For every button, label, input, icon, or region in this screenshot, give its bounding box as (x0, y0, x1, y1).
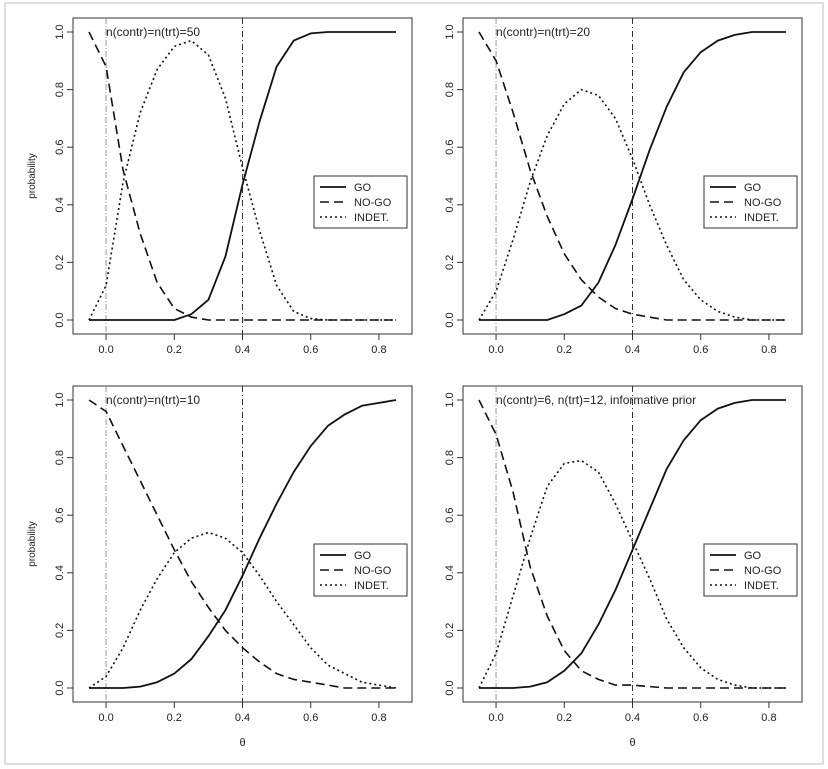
x-tick-label: 0.6 (693, 712, 708, 724)
legend-label: INDET. (354, 212, 389, 224)
legend-label: GO (354, 550, 372, 562)
legend-box (703, 175, 798, 229)
y-tick-label: 0.4 (54, 197, 66, 212)
panel-title: n(contr)=n(trt)=10 (106, 393, 200, 407)
x-tick-label: 0.2 (557, 712, 572, 724)
legend-label: NO-GO (354, 197, 392, 209)
legend-label: GO (744, 550, 762, 562)
y-tick-label: 0.0 (444, 312, 456, 327)
x-tick-label: 0.2 (167, 712, 182, 724)
series-line-go (89, 399, 397, 689)
legend-box (703, 543, 798, 597)
x-tick-label: 0.0 (488, 344, 503, 356)
legend-label: NO-GO (744, 197, 782, 209)
y-tick-label: 1.0 (444, 392, 456, 407)
y-tick-label: 0.2 (444, 255, 456, 270)
y-tick-label: 0.0 (54, 312, 66, 327)
y-tick-label: 0.0 (54, 680, 66, 695)
y-tick-label: 1.0 (444, 24, 456, 39)
x-tick-label: 0.0 (98, 344, 113, 356)
x-tick-label: 0.8 (371, 344, 386, 356)
legend-box (313, 543, 408, 597)
x-tick-label: 0.2 (167, 344, 182, 356)
panel-title: n(contr)=n(trt)=50 (106, 25, 200, 39)
y-axis-label: probability (27, 521, 38, 567)
y-tick-label: 0.6 (444, 508, 456, 523)
x-tick-label: 0.6 (303, 344, 318, 356)
x-tick-label: 0.4 (625, 712, 640, 724)
y-tick-label: 0.8 (444, 82, 456, 97)
chart-panel-3: 0.0 0.2 0.4 0.6 0.8 0.0 0.2 0.4 0.6 0.8 1.0 n(contr… (27, 385, 413, 749)
x-tick-label: 0.4 (235, 344, 250, 356)
y-tick-label: 0.6 (54, 140, 66, 155)
chart-panel-1: 0.0 0.2 0.4 0.6 0.8 0.0 0.2 0.4 0.6 0.8 1.0 n(contr… (27, 17, 413, 356)
chart-panel-4: 0.0 0.2 0.4 0.6 0.8 0.0 0.2 0.4 0.6 0.8 1.0 n(contr… (444, 385, 803, 749)
y-tick-label: 0.0 (444, 680, 456, 695)
series-line-indet (478, 459, 786, 689)
y-tick-label: 0.4 (54, 565, 66, 580)
y-tick-label: 0.2 (54, 623, 66, 638)
series-line-go (479, 399, 786, 689)
x-tick-label: 0.2 (557, 344, 572, 356)
y-tick-label: 1.0 (54, 24, 66, 39)
legend: GO NO-GO INDET. (313, 543, 408, 597)
legend-label: GO (744, 182, 762, 194)
series-line-no-go (88, 399, 396, 689)
legend-label: NO-GO (354, 565, 392, 577)
series-line-go (479, 31, 786, 321)
y-tick-label: 0.4 (444, 197, 456, 212)
chart-panel-2: 0.0 0.2 0.4 0.6 0.8 0.0 0.2 0.4 0.6 0.8 1.0 n(contr… (444, 17, 803, 356)
series-line-indet (478, 88, 786, 321)
legend-label: INDET. (744, 212, 779, 224)
legend: GO NO-GO INDET. (313, 175, 408, 229)
x-axis-label: θ (629, 737, 635, 749)
x-axis-label: θ (239, 737, 245, 749)
figure-border (4, 2, 824, 765)
legend: GO NO-GO INDET. (703, 543, 798, 597)
x-tick-label: 0.0 (98, 712, 113, 724)
x-tick-label: 0.8 (761, 344, 776, 356)
series-line-go (89, 31, 396, 321)
x-tick-label: 0.6 (303, 712, 318, 724)
legend-box (313, 175, 408, 229)
legend-label: INDET. (354, 580, 389, 592)
y-tick-label: 0.2 (444, 623, 456, 638)
legend: GO NO-GO INDET. (703, 175, 798, 229)
legend-label: NO-GO (744, 565, 782, 577)
y-tick-label: 0.8 (54, 450, 66, 465)
x-tick-label: 0.0 (488, 712, 503, 724)
y-tick-label: 0.8 (54, 82, 66, 97)
x-tick-label: 0.8 (371, 712, 386, 724)
panel-title: n(contr)=6, n(trt)=12, informative prior (496, 393, 696, 407)
y-tick-label: 0.6 (444, 140, 456, 155)
legend-label: INDET. (744, 580, 779, 592)
y-tick-label: 0.2 (54, 255, 66, 270)
y-axis-label: probability (27, 153, 38, 199)
y-tick-label: 0.4 (444, 565, 456, 580)
legend-label: GO (354, 182, 372, 194)
y-tick-label: 1.0 (54, 392, 66, 407)
series-line-no-go (88, 31, 396, 321)
y-tick-label: 0.8 (444, 450, 456, 465)
x-tick-label: 0.4 (625, 344, 640, 356)
panel-title: n(contr)=n(trt)=20 (496, 25, 590, 39)
x-tick-label: 0.6 (693, 344, 708, 356)
series-line-no-go (478, 31, 786, 321)
x-tick-label: 0.8 (761, 712, 776, 724)
series-line-no-go (478, 399, 786, 689)
series-line-indet (88, 531, 397, 689)
x-tick-label: 0.4 (235, 712, 250, 724)
y-tick-label: 0.6 (54, 508, 66, 523)
